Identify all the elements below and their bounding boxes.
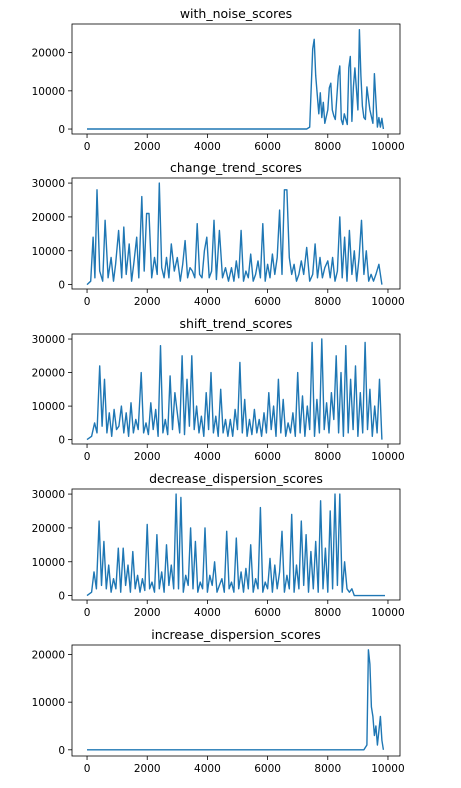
x-tick-label: 10000 (371, 451, 404, 463)
series-line (87, 649, 385, 751)
y-tick-label: 10000 (32, 86, 65, 98)
x-tick-label: 4000 (194, 451, 221, 463)
y-tick-label: 10000 (32, 246, 65, 258)
y-tick-label: 30000 (32, 178, 65, 190)
chart-panel-2: change_trend_scores 0 2000 4000 6000 8000 1000… (32, 160, 405, 308)
x-tick-label: 6000 (254, 296, 281, 308)
x-tick-label: 8000 (314, 763, 341, 775)
chart-title: increase_dispersion_scores (151, 627, 321, 642)
chart-title: shift_trend_scores (180, 316, 293, 331)
y-tick-label: 10000 (32, 697, 65, 709)
y-tick-label: 0 (58, 745, 65, 757)
x-tick-label: 4000 (194, 763, 221, 775)
axes-frame (71, 177, 401, 290)
x-tick-label: 2000 (134, 296, 161, 308)
x-tick-label: 10000 (371, 141, 404, 153)
x-tick-label: 10000 (371, 296, 404, 308)
axes-frame (71, 488, 401, 601)
x-tick-label: 0 (84, 141, 91, 153)
x-tick-label: 4000 (194, 607, 221, 619)
x-tick-label: 6000 (254, 141, 281, 153)
chart-panel-1: with_noise_scores 0 2000 4000 6000 8000 10000 0… (32, 6, 405, 153)
chart-title: with_noise_scores (180, 6, 292, 21)
y-tick-label: 20000 (32, 368, 65, 380)
x-tick-label: 6000 (254, 607, 281, 619)
x-tick-label: 0 (84, 451, 91, 463)
y-tick-label: 10000 (32, 401, 65, 413)
y-tick-label: 0 (58, 591, 65, 603)
axes-frame (71, 23, 401, 135)
x-tick-label: 2000 (134, 451, 161, 463)
axes-frame (71, 644, 401, 757)
y-tick-label: 0 (58, 124, 65, 136)
x-tick-label: 2000 (134, 763, 161, 775)
series-line (86, 493, 385, 597)
y-tick-label: 30000 (32, 334, 65, 346)
y-tick-label: 30000 (32, 489, 65, 501)
x-tick-label: 6000 (254, 763, 281, 775)
series-line (86, 338, 383, 441)
y-tick-label: 20000 (32, 650, 65, 662)
x-tick-label: 8000 (314, 296, 341, 308)
x-tick-label: 2000 (134, 141, 161, 153)
x-tick-label: 2000 (134, 607, 161, 619)
x-tick-label: 0 (84, 763, 91, 775)
y-tick-label: 0 (58, 435, 65, 447)
y-tick-label: 10000 (32, 557, 65, 569)
x-tick-label: 0 (84, 296, 91, 308)
y-tick-label: 20000 (32, 212, 65, 224)
chart-title: decrease_dispersion_scores (149, 471, 323, 486)
chart-panel-3: shift_trend_scores 0 2000 4000 6000 8000 10000… (32, 316, 405, 463)
x-tick-label: 10000 (371, 607, 404, 619)
x-tick-label: 8000 (314, 141, 341, 153)
x-tick-label: 4000 (194, 141, 221, 153)
series-line (86, 182, 383, 286)
x-tick-label: 10000 (371, 763, 404, 775)
x-tick-label: 4000 (194, 296, 221, 308)
chart-title: change_trend_scores (170, 160, 302, 175)
chart-panel-4: decrease_dispersion_scores 0 2000 4000 6000 8… (32, 471, 405, 619)
y-tick-label: 20000 (32, 48, 65, 60)
y-tick-label: 0 (58, 280, 65, 292)
y-tick-label: 20000 (32, 523, 65, 535)
x-tick-label: 8000 (314, 607, 341, 619)
x-tick-label: 6000 (254, 451, 281, 463)
chart-panel-5: increase_dispersion_scores 0 2000 4000 6000 8… (32, 627, 405, 775)
series-line (87, 29, 385, 130)
x-tick-label: 0 (84, 607, 91, 619)
axes-frame (71, 333, 401, 445)
x-tick-label: 8000 (314, 451, 341, 463)
